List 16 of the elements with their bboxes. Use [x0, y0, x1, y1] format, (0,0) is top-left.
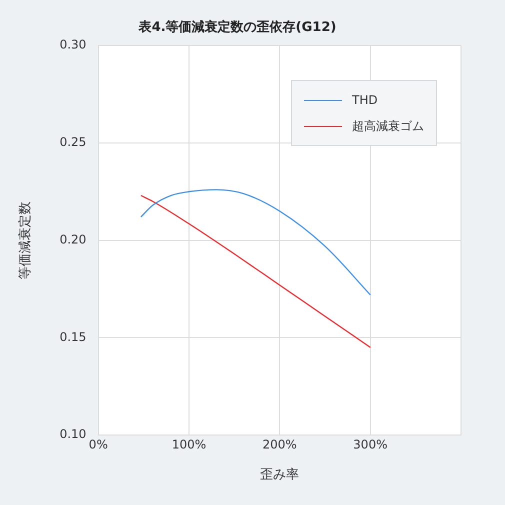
line-series: [140, 194, 371, 348]
y-tick-label: 0.15: [60, 330, 86, 344]
x-axis-title: 歪み率: [260, 466, 300, 483]
legend-label: THD: [352, 93, 378, 107]
x-tick-label: 200%: [262, 437, 297, 452]
y-tick-label: 0.30: [60, 38, 86, 52]
x-tick-label: 100%: [172, 437, 206, 452]
line-series: [140, 189, 371, 296]
legend-label: 超高減衰ゴム: [352, 118, 424, 134]
x-tick-label: 0%: [88, 437, 108, 452]
chart-title: 表4.等価減衰定数の歪依存(G12): [138, 19, 336, 36]
y-tick-label: 0.20: [60, 232, 86, 246]
y-axis-title: 等価減衰定数: [17, 201, 34, 280]
x-tick-label: 300%: [353, 437, 388, 452]
y-tick-label: 0.25: [60, 135, 86, 150]
y-tick-label: 0.10: [60, 427, 86, 442]
